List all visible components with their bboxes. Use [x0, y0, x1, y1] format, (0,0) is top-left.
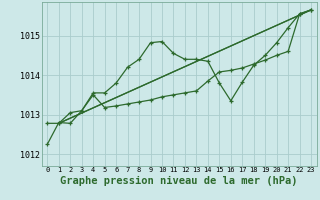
X-axis label: Graphe pression niveau de la mer (hPa): Graphe pression niveau de la mer (hPa): [60, 176, 298, 186]
